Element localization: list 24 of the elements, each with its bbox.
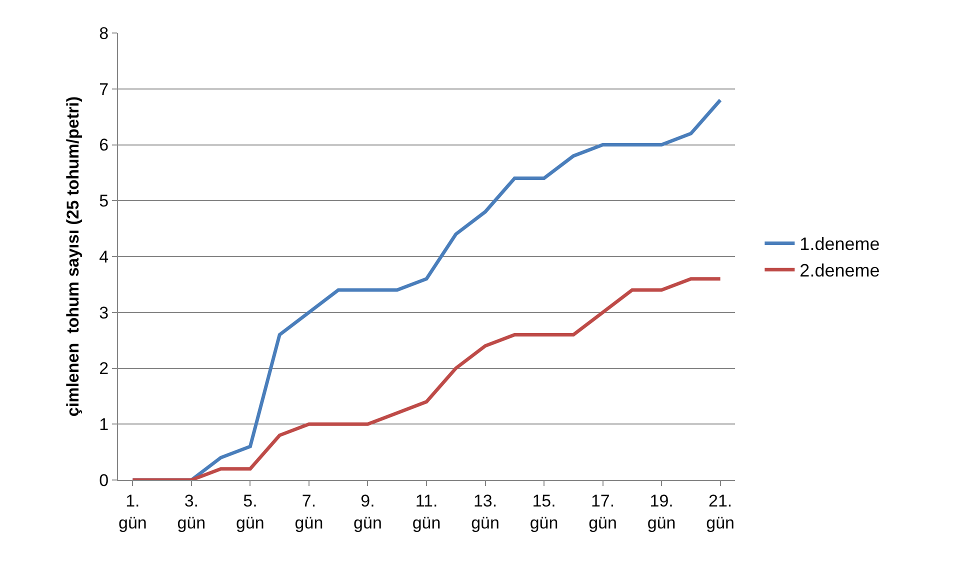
x-tick-label: 3. gün bbox=[177, 491, 206, 532]
y-tick-label: 5 bbox=[99, 192, 109, 211]
y-tick-label: 3 bbox=[99, 303, 109, 322]
y-tick-label: 2 bbox=[99, 359, 109, 378]
x-tick-label: 15. gün bbox=[530, 491, 558, 532]
y-tick-label: 6 bbox=[99, 136, 109, 155]
legend-label: 2.deneme bbox=[800, 260, 880, 281]
x-tick-label: 7. gün bbox=[294, 491, 324, 532]
x-tick-label: 21. gün bbox=[706, 491, 734, 532]
line-series bbox=[130, 277, 722, 480]
legend-label: 1.deneme bbox=[800, 234, 880, 254]
x-tick-label: 9. gün bbox=[354, 491, 382, 532]
x-tick-label: 1. gün bbox=[118, 491, 147, 532]
y-tick-label: 1 bbox=[99, 415, 109, 434]
y-axis-title: çimlenen tohum sayısı (25 tohum/petri) bbox=[64, 96, 83, 417]
x-tick-label: 13. gün bbox=[471, 491, 500, 532]
y-tick-label: 8 bbox=[99, 24, 109, 43]
y-tick-label: 0 bbox=[99, 470, 109, 490]
y-tick-label: 4 bbox=[99, 247, 109, 266]
x-tick-label: 5. gün bbox=[236, 491, 264, 532]
x-tick-label: 17. gün bbox=[588, 491, 617, 532]
x-tick-label: 11. gün bbox=[412, 491, 441, 532]
x-tick-label: 19. gün bbox=[647, 491, 676, 532]
y-tick-label: 7 bbox=[99, 80, 109, 99]
